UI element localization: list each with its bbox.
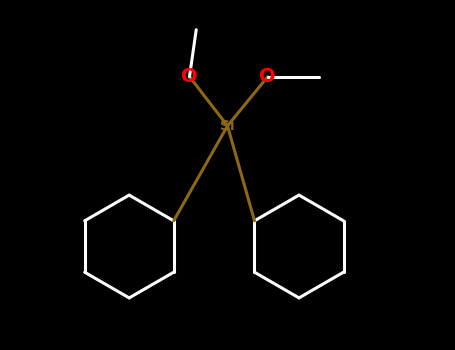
Text: Si: Si <box>220 119 235 133</box>
Text: O: O <box>181 67 198 86</box>
Text: O: O <box>259 67 276 86</box>
